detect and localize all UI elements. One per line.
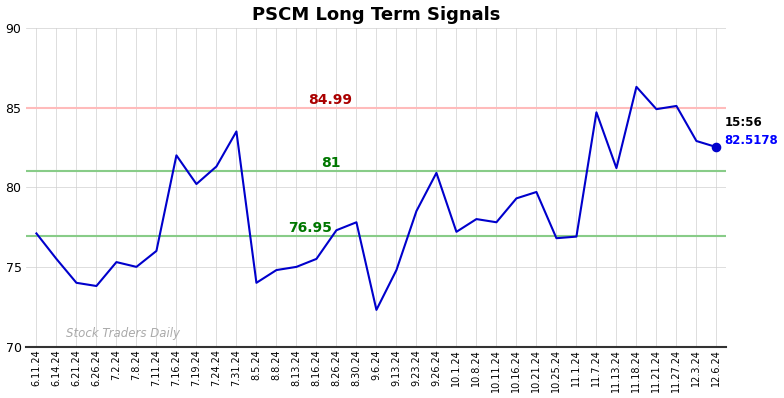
Text: 82.5178: 82.5178 <box>724 134 779 147</box>
Title: PSCM Long Term Signals: PSCM Long Term Signals <box>252 6 501 23</box>
Text: 15:56: 15:56 <box>724 116 762 129</box>
Text: 76.95: 76.95 <box>289 221 332 235</box>
Text: Stock Traders Daily: Stock Traders Daily <box>67 327 180 340</box>
Text: 84.99: 84.99 <box>308 93 353 107</box>
Point <box>710 144 723 150</box>
Text: 81: 81 <box>321 156 340 170</box>
